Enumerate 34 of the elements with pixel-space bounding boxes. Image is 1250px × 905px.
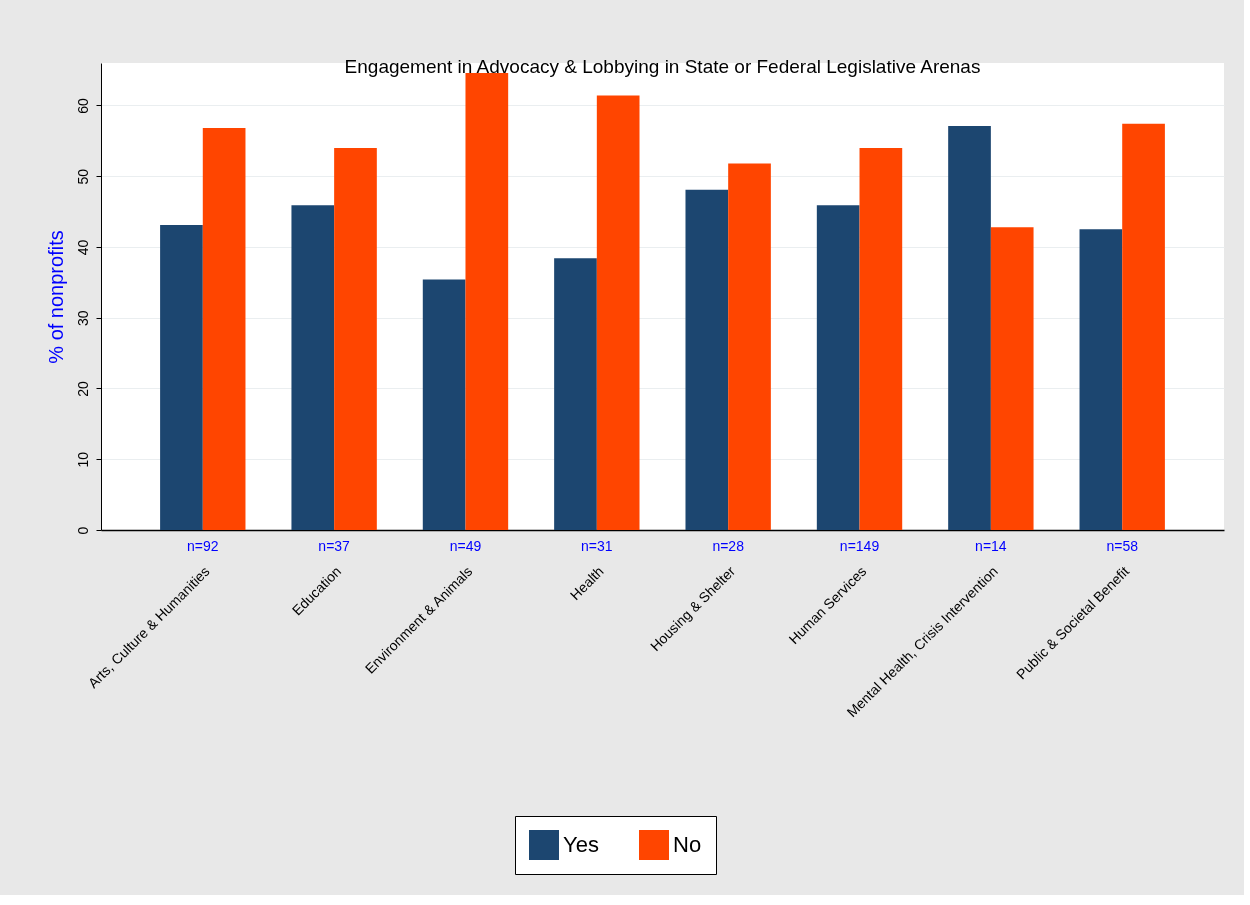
bar xyxy=(948,125,991,530)
text: n=14 xyxy=(975,538,1007,554)
y-tick-label: 40 xyxy=(74,239,91,256)
y-tick-label: 20 xyxy=(74,380,91,397)
bar xyxy=(160,225,203,530)
text: n=49 xyxy=(449,538,482,554)
text: n=149 xyxy=(839,538,880,554)
legend-label: Yes xyxy=(563,832,599,857)
bar xyxy=(334,147,377,530)
text: n=28 xyxy=(712,538,745,554)
bar xyxy=(1122,123,1165,530)
y-axis-title: % of nonprofits xyxy=(44,230,67,364)
text: n=31 xyxy=(581,538,613,554)
bar xyxy=(1079,229,1123,530)
bar xyxy=(816,205,860,530)
text: n=37 xyxy=(318,538,351,554)
y-tick-label: 0 xyxy=(74,526,91,535)
bar xyxy=(990,227,1034,530)
legend-label: No xyxy=(673,832,702,857)
bar xyxy=(291,205,335,530)
chart-title: Engagement in Advocacy & Lobbying in State or Federal Legislative Arenas xyxy=(344,56,981,77)
bar xyxy=(202,128,246,530)
bar xyxy=(596,95,640,530)
y-tick-label: 10 xyxy=(74,451,91,468)
bar xyxy=(422,279,466,530)
bar xyxy=(554,258,597,530)
bar xyxy=(685,189,729,530)
text: n=58 xyxy=(1106,538,1139,554)
bar xyxy=(859,147,903,530)
y-tick-label: 50 xyxy=(74,168,91,185)
text: n=92 xyxy=(187,538,219,554)
bar xyxy=(728,163,771,530)
y-tick-label: 30 xyxy=(74,310,91,327)
y-tick-label: 60 xyxy=(74,97,91,114)
